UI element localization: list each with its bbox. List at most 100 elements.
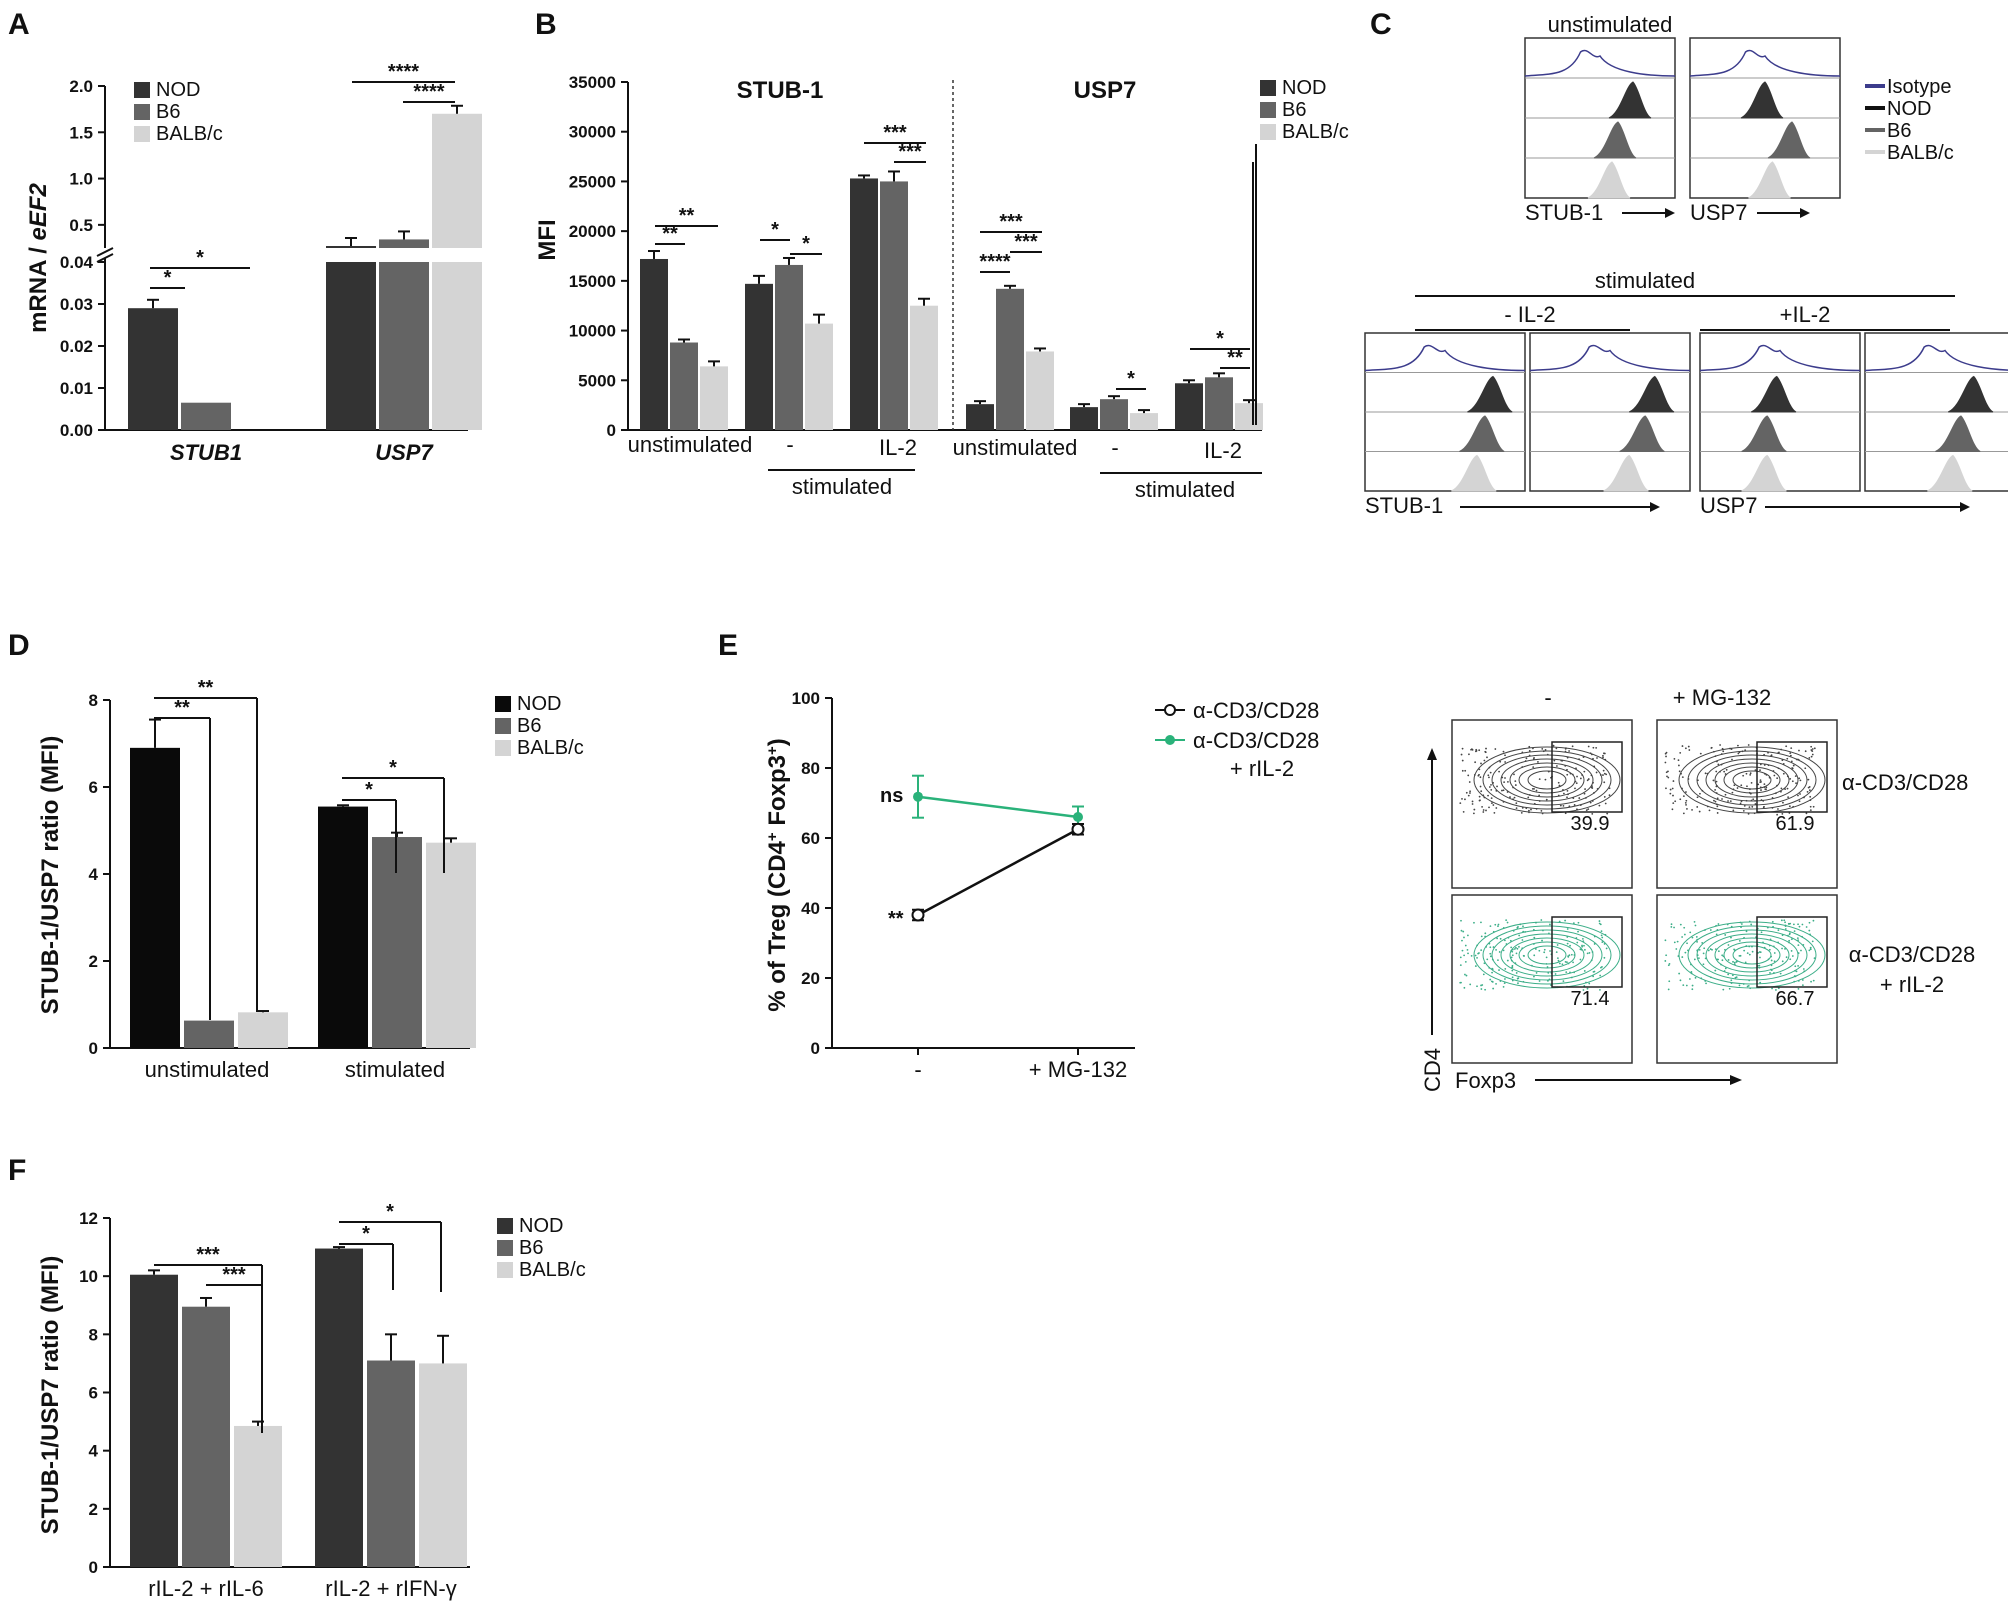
bar-B6 [181, 402, 231, 430]
flow-dot [1465, 974, 1468, 977]
flow-dot [1522, 925, 1524, 928]
y-tick-label: 0.02 [60, 337, 93, 356]
flow-dot [1809, 809, 1812, 811]
flow-dot [1790, 747, 1793, 750]
flow-dot [1603, 772, 1606, 775]
flow-contour [1714, 937, 1790, 973]
gate-percentage: 61.9 [1776, 813, 1815, 835]
bar-B6 [670, 342, 698, 430]
flow-dot [1553, 759, 1556, 762]
flow-dot [1569, 944, 1571, 947]
flow-dot [1585, 809, 1588, 812]
flow-dot [1467, 774, 1470, 777]
flow-dot [1679, 752, 1682, 754]
flow-dot [1699, 792, 1701, 795]
flow-dot [1788, 923, 1791, 925]
flow-dot [1691, 808, 1693, 811]
flow-dot [1503, 939, 1506, 942]
flow-dot [1732, 809, 1735, 812]
flow-dot [1748, 806, 1751, 809]
gate-percentage: 71.4 [1571, 988, 1610, 1010]
legend-swatch [1260, 124, 1276, 140]
flow-dot [1566, 942, 1569, 945]
flow-dot [1495, 807, 1498, 809]
y-tick-label: 12 [79, 1209, 98, 1228]
flow-dot [1464, 960, 1467, 963]
flow-dot [1790, 938, 1793, 941]
flow-dot [1773, 960, 1776, 963]
flow-contour [1696, 754, 1808, 806]
flow-dot [1789, 777, 1792, 780]
flow-dot [1543, 948, 1546, 951]
flow-dot [1533, 954, 1536, 957]
flow-dot [1568, 750, 1570, 752]
flow-dot [1489, 946, 1492, 949]
histogram-peak [1935, 415, 1981, 452]
flow-dot [1811, 753, 1814, 756]
y-tick-label: 4 [89, 865, 99, 884]
flow-dot [1480, 988, 1483, 990]
flow-dot [1790, 950, 1793, 952]
flow-dot [1511, 950, 1514, 953]
flow-dot [1474, 965, 1477, 967]
panel-label-b: B [535, 8, 557, 41]
flow-dot [1797, 944, 1800, 946]
flow-dot [1782, 801, 1784, 804]
y-tick-label: 2 [89, 1500, 98, 1519]
flow-dot [1497, 959, 1499, 962]
flow-dot [1724, 967, 1727, 970]
sig-d-label: ** [198, 677, 214, 699]
flow-dot [1599, 974, 1602, 977]
flow-dot [1514, 784, 1517, 786]
flow-dot [1460, 753, 1463, 756]
flow-dot [1699, 752, 1702, 755]
flow-dot [1603, 796, 1606, 798]
panel-label-c: C [1370, 8, 1392, 41]
flow-dot [1681, 776, 1684, 779]
flow-dot [1807, 786, 1810, 789]
flow-dot [1468, 781, 1471, 783]
flow-dot [1684, 747, 1687, 750]
flow-x-label: Foxp3 [1455, 1068, 1516, 1093]
panel-a: A 0.00 0.01 0.02 0.03 0.04 0.5 1.0 1.5 2.0 mRNA / … [8, 8, 482, 465]
flow-dot [1808, 921, 1811, 924]
flow-dot [1600, 934, 1603, 937]
arrow-head [1650, 502, 1660, 512]
flow-dot [1511, 969, 1514, 972]
flow-dot [1808, 757, 1811, 759]
flow-dot [1606, 812, 1609, 815]
legend-marker [1165, 735, 1175, 745]
flow-dot [1744, 961, 1747, 964]
flow-dot [1811, 750, 1814, 752]
flow-dot [1784, 928, 1787, 930]
flow-dot [1737, 744, 1739, 747]
flow-dot [1579, 777, 1582, 780]
flow-dot [1528, 745, 1531, 748]
flow-dot [1810, 755, 1813, 758]
flow-dot [1712, 779, 1715, 782]
flow-dot [1479, 776, 1482, 779]
flow-dot [1484, 750, 1487, 753]
flow-dot [1461, 747, 1464, 750]
flow-dot [1518, 934, 1521, 937]
data-point-cd3 [1071, 822, 1085, 836]
flow-dot [1760, 931, 1763, 934]
flow-dot [1788, 805, 1791, 808]
flow-dot [1664, 939, 1667, 942]
y-axis-label: MFI [534, 219, 561, 260]
y-tick-label: 0.03 [60, 295, 93, 314]
arrow-head [1960, 502, 1970, 512]
flow-dot [1566, 773, 1569, 776]
flow-dot [1583, 944, 1585, 947]
flow-dot [1785, 956, 1788, 959]
flow-dot [1589, 801, 1592, 804]
legend-entry: Isotype [1887, 76, 1951, 98]
flow-dot [1754, 769, 1757, 772]
flow-dot [1502, 750, 1505, 753]
flow-dot [1669, 788, 1672, 791]
flow-dot [1714, 969, 1717, 972]
flow-dot [1489, 771, 1492, 774]
flow-dot [1599, 988, 1601, 991]
flow-dot [1540, 810, 1543, 812]
flow-dot [1792, 764, 1795, 767]
